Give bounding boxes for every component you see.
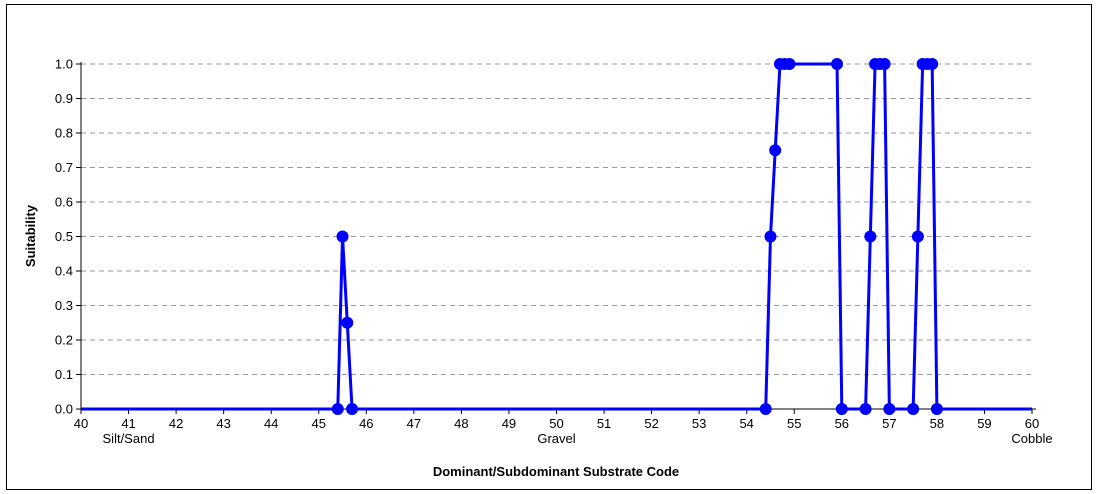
y-tick-label: 0.1 [55,367,73,382]
x-tick-label: 49 [502,416,516,431]
data-point [859,403,872,415]
x-tick-label: 51 [597,416,611,431]
y-tick-label: 0.2 [55,333,73,348]
y-tick-labels: 0.0 0.1 0.2 0.3 0.4 0.5 0.6 0.7 0.8 0.9 1.0 [55,57,73,417]
data-point [911,230,924,243]
x-tick-label: 47 [407,416,421,431]
x-tick-label: 46 [359,416,373,431]
data-point [831,58,844,70]
x-tick-label: 53 [692,416,706,431]
x-tick-label: 40 [74,416,88,431]
x-tick-label: 52 [644,416,658,431]
x-tick-label: 50 [549,416,563,431]
data-point [331,403,344,415]
x-axis-title: Dominant/Subdominant Substrate Code [433,464,679,479]
category-labels: Silt/Sand Gravel Cobble [103,431,1053,446]
y-tick-label: 0.3 [55,298,73,313]
data-point [341,316,354,329]
data-point [769,144,782,157]
x-tick-label: 43 [216,416,230,431]
x-tick-label: 59 [977,416,991,431]
category-label: Gravel [537,431,575,446]
data-point [878,58,891,70]
x-tick-label: 45 [312,416,326,431]
data-point [864,230,877,243]
x-tick-label: 57 [882,416,896,431]
data-point [907,403,920,415]
data-point [764,230,777,243]
y-tick-label: 0.6 [55,195,73,210]
series-line [81,62,1032,411]
y-tick-label: 1.0 [55,57,73,72]
x-tick-label: 55 [787,416,801,431]
x-tick-label: 42 [169,416,183,431]
x-tick-label: 48 [454,416,468,431]
x-tick-label: 54 [739,416,753,431]
y-axis-title: Suitability [23,204,38,267]
data-point [930,403,943,415]
x-tick-label: 60 [1025,416,1039,431]
y-tick-label: 0.0 [55,402,73,417]
axes [76,62,1036,414]
x-tick-label: 58 [930,416,944,431]
category-label: Silt/Sand [103,431,155,446]
category-label: Cobble [1011,431,1052,446]
data-point [926,58,939,70]
y-tick-label: 0.4 [55,264,73,279]
x-tick-label: 44 [264,416,278,431]
x-tick-labels: 40 41 42 43 44 45 46 47 48 49 50 51 52 53 54 55 56 57 58 59… [74,416,1039,431]
y-tick-label: 0.5 [55,229,73,244]
y-tick-label: 0.8 [55,126,73,141]
data-point [346,403,359,415]
data-point [336,230,349,243]
y-tick-label: 0.9 [55,91,73,106]
data-point [759,403,772,415]
x-tick-label: 56 [835,416,849,431]
data-point [883,403,896,415]
series-layer [81,58,1032,415]
x-tick-label: 41 [121,416,135,431]
y-tick-label: 0.7 [55,160,73,175]
data-point [783,58,796,70]
data-point [835,403,848,415]
